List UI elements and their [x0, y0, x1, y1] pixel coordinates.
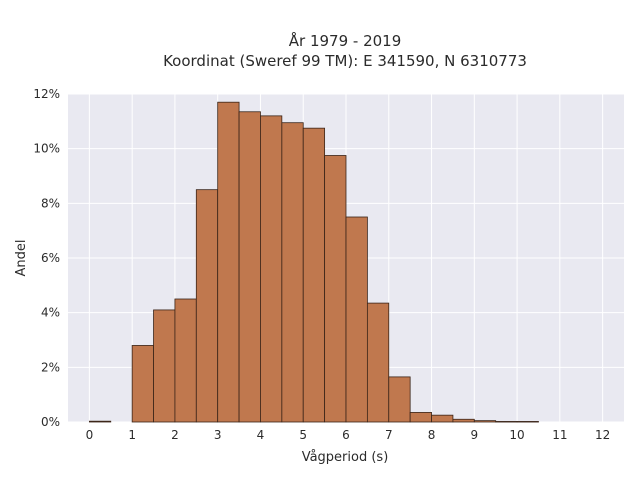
x-tick-label: 3 — [214, 428, 222, 442]
histogram-bar — [431, 414, 454, 423]
x-axis-ticks: 0 1 2 3 4 5 6 7 8 9 10 11 12 — [86, 428, 611, 442]
histogram-bar — [302, 127, 326, 423]
histogram-bar — [495, 421, 518, 423]
x-tick-label: 1 — [128, 428, 136, 442]
histogram-bar — [281, 122, 304, 423]
histogram-bar — [238, 111, 261, 423]
histogram-bar — [452, 418, 475, 423]
x-tick-label: 0 — [86, 428, 94, 442]
histogram-bar — [88, 420, 112, 423]
histogram-bar — [473, 420, 497, 423]
x-tick-label: 6 — [342, 428, 350, 442]
y-axis-ticks: 0% 2% 4% 6% 8% 10% 12% — [33, 87, 60, 429]
y-tick-label: 0% — [41, 415, 60, 429]
chart-title: År 1979 - 2019 — [289, 31, 402, 50]
histogram-bar — [516, 421, 539, 423]
histogram-bar — [217, 101, 240, 423]
y-tick-label: 10% — [33, 142, 60, 156]
chart-subtitle: Koordinat (Sweref 99 TM): E 341590, N 63… — [163, 52, 527, 70]
histogram-bar — [409, 412, 432, 423]
histogram-bar — [324, 155, 347, 423]
x-tick-label: 5 — [299, 428, 307, 442]
x-tick-label: 11 — [552, 428, 567, 442]
y-tick-label: 4% — [41, 306, 60, 320]
histogram-bar — [260, 115, 283, 423]
x-tick-label: 7 — [385, 428, 393, 442]
histogram-bar — [153, 309, 176, 423]
x-tick-label: 10 — [509, 428, 524, 442]
histogram-bar — [345, 216, 368, 423]
histogram-bars — [88, 101, 539, 423]
y-tick-label: 2% — [41, 360, 60, 374]
histogram-bar — [195, 189, 219, 423]
x-tick-label: 12 — [595, 428, 610, 442]
y-tick-label: 6% — [41, 251, 60, 265]
x-tick-label: 4 — [257, 428, 265, 442]
x-tick-label: 8 — [428, 428, 436, 442]
histogram-bar — [388, 376, 411, 423]
histogram-bar — [366, 302, 390, 423]
x-tick-label: 2 — [171, 428, 179, 442]
y-tick-label: 8% — [41, 196, 60, 210]
y-tick-label: 12% — [33, 87, 60, 101]
x-tick-label: 9 — [470, 428, 478, 442]
histogram-bar — [174, 298, 197, 423]
y-axis-label: Andel — [14, 240, 29, 277]
histogram-bar — [131, 345, 154, 423]
x-axis-label: Vågperiod (s) — [302, 450, 389, 465]
